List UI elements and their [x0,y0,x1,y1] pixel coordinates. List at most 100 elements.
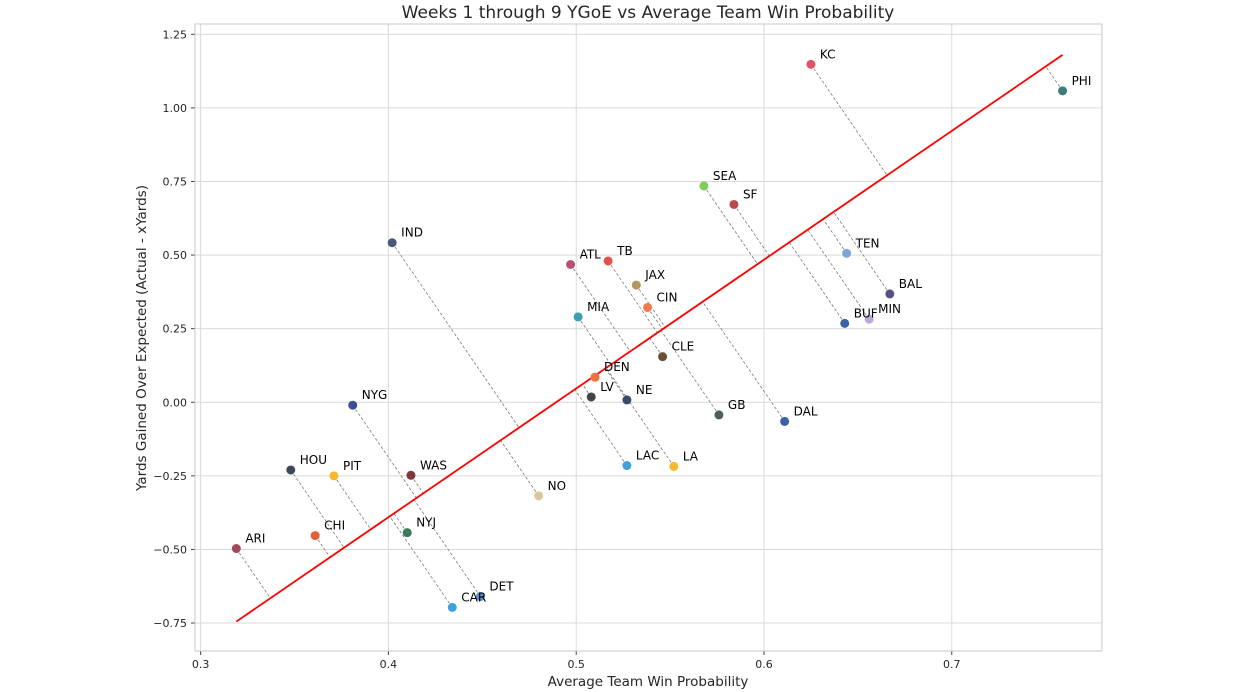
connector-buf [788,242,846,324]
point-atl [566,259,576,269]
label-pit: PIT [343,459,362,473]
label-la: LA [683,449,699,463]
x-tick-label: 0.5 [567,658,585,671]
label-buf: BUF [854,306,878,320]
connector-was [410,475,424,494]
connector-gb [660,330,720,416]
connector-nyj [393,513,408,533]
connector-kc [810,64,888,176]
connector-car [389,516,453,608]
point-lv [586,392,596,402]
point-hou [286,465,296,475]
point-mia [573,312,583,322]
point-kc [806,59,816,69]
label-tb: TB [616,244,633,258]
connector-ind [391,242,520,428]
label-dal: DAL [794,404,818,418]
y-tick-label: 1.25 [163,28,188,41]
label-cin: CIN [657,290,678,304]
point-labels: KC PHI SEA SF IND TEN ATL TB JAX BAL CIN MIA BUF MIN C… [245,47,1091,604]
connector-nyg [352,404,417,499]
x-axis-label: Average Team Win Probability [548,674,749,690]
point-den [590,372,600,382]
point-ari [231,544,241,554]
label-ten: TEN [855,236,880,250]
label-ari: ARI [245,532,265,546]
plot-frame [194,23,1103,652]
point-bal [885,289,895,299]
point-buf [840,318,850,328]
label-gb: GB [728,398,746,412]
label-ne: NE [636,383,653,397]
x-tick-label: 0.4 [380,658,398,671]
connector-det [413,499,481,597]
connector-cle [649,337,663,357]
point-min [864,314,874,324]
connector-no [500,440,539,497]
label-no: NO [548,479,566,493]
point-car [447,602,457,612]
x-tick-label: 0.6 [755,658,773,671]
label-hou: HOU [300,453,327,467]
point-phi [1058,86,1068,96]
label-atl: ATL [580,247,602,261]
connector-cin [647,307,663,330]
point-lac [622,461,632,471]
connector-chi [314,535,331,558]
point-sf [729,199,739,209]
label-sea: SEA [713,169,737,183]
label-bal: BAL [899,277,922,291]
x-tick-label: 0.7 [943,658,961,671]
label-phi: PHI [1072,74,1092,88]
connector-tb [607,260,658,334]
connector-dal [702,301,785,422]
connector-lac [574,389,628,466]
connector-pit [333,475,372,530]
point-cin [643,302,653,312]
label-car: CAR [461,590,486,604]
point-pit [329,471,339,481]
point-sea [699,181,709,191]
connector-ten [822,218,847,254]
label-was: WAS [420,458,447,472]
y-tick-label: −0.75 [153,617,187,630]
point-la [669,461,679,471]
point-no [534,491,544,501]
connector-bal [833,211,891,295]
x-axis-ticks: 0.3 0.4 0.5 0.6 0.7 [192,651,961,671]
connector-lines [235,64,1063,608]
point-ten [842,248,852,258]
y-tick-label: 1.00 [163,102,188,115]
label-lac: LAC [636,449,659,463]
label-sf: SF [743,187,758,201]
label-den: DEN [604,360,630,374]
label-chi: CHI [324,519,345,533]
trend-line [235,54,1064,623]
connector-sea [703,185,758,265]
label-mia: MIA [587,300,610,314]
y-axis-ticks: −0.75 −0.50 −0.25 0.00 0.25 0.50 0.75 1.00 1.25 [153,28,195,630]
label-lv: LV [600,380,614,394]
grid-lines [195,24,1102,651]
y-tick-label: −0.50 [153,543,187,556]
point-ne [622,395,632,405]
connector-min [807,229,870,320]
connector-hou [290,469,345,548]
point-det [475,592,485,602]
connector-ari [235,548,271,599]
connector-sf [733,204,770,257]
chart-title: Weeks 1 through 9 YGoE vs Average Team W… [402,3,895,23]
y-tick-label: 0.75 [163,175,188,188]
label-jax: JAX [644,268,665,282]
y-tick-label: −0.25 [153,470,187,483]
point-cle [658,352,668,362]
label-cle: CLE [672,340,695,354]
label-min: MIN [878,302,901,316]
label-kc: KC [820,47,836,61]
point-chi [310,531,320,541]
point-gb [714,410,724,420]
connector-atl [570,264,631,352]
point-tb [603,256,613,266]
point-dal [780,416,790,426]
